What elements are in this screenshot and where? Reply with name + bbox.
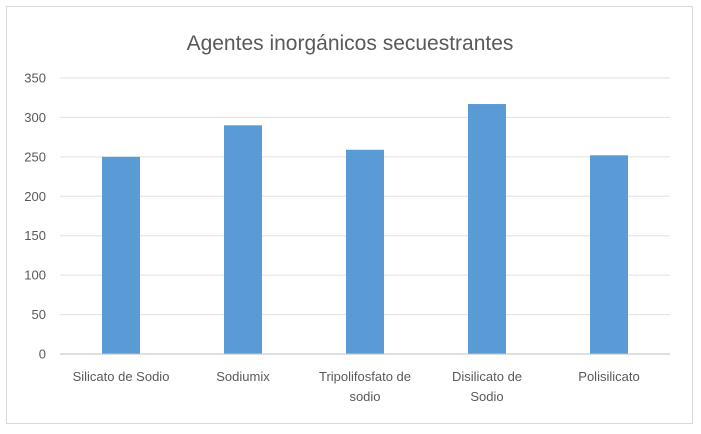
y-tick-label: 200 [24, 189, 46, 204]
chart-title: Agentes inorgánicos secuestrantes [187, 32, 514, 55]
bar [346, 149, 384, 354]
x-tick-label: Silicato de Sodio [73, 369, 170, 384]
y-tick-label: 0 [39, 347, 46, 362]
x-tick-label: Disilicato de Sodio [452, 369, 522, 404]
y-tick-label: 350 [24, 71, 46, 86]
x-tick-label: Polisilicato [578, 369, 639, 384]
y-tick-label: 150 [24, 228, 46, 243]
bar [590, 155, 628, 354]
x-tick-label: Sodiumix [216, 369, 270, 384]
bar [468, 104, 506, 354]
x-axis-labels: Silicato de Sodio Sodiumix Tripolifosfato … [73, 369, 640, 404]
bars [102, 104, 628, 354]
bar [224, 125, 262, 354]
x-tick-label: Tripolifosfato de sodio [319, 369, 411, 404]
bar [102, 156, 140, 354]
y-tick-label: 250 [24, 149, 46, 164]
y-tick-label: 300 [24, 110, 46, 125]
y-tick-label: 100 [24, 268, 46, 283]
y-tick-label: 50 [32, 307, 46, 322]
y-axis-ticks: 0 50 100 150 200 250 300 350 [24, 71, 46, 362]
